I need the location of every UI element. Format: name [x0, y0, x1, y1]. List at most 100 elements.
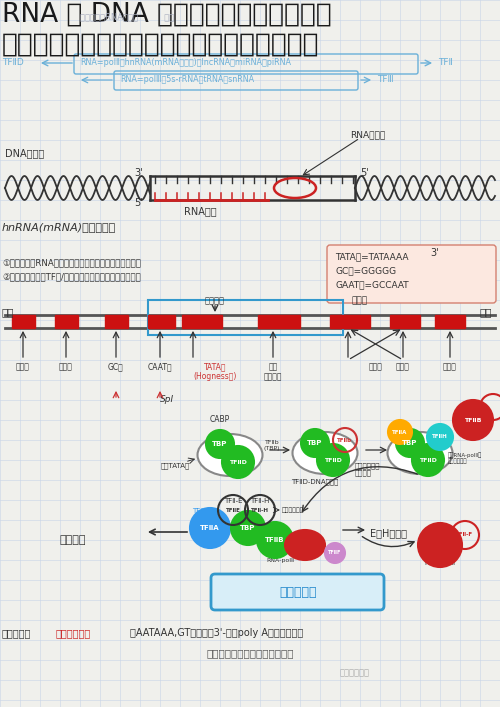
Circle shape	[396, 429, 424, 457]
Text: 闭合复合体: 闭合复合体	[279, 585, 317, 599]
Bar	[330, 315, 370, 328]
Text: TFⅡA: TFⅡA	[200, 525, 220, 531]
Text: TFⅡ: TFⅡ	[438, 58, 453, 67]
Text: TFⅡD: TFⅡD	[229, 460, 247, 464]
Text: 转录起点: 转录起点	[205, 296, 225, 305]
Circle shape	[257, 522, 293, 558]
Circle shape	[206, 430, 234, 458]
Text: E和H也加入: E和H也加入	[370, 528, 407, 538]
Text: CABP: CABP	[210, 415, 230, 424]
Text: TATA盒
(Hogness盒): TATA盒 (Hogness盒)	[194, 362, 236, 381]
Text: ②故靠转录因子（TF）/反式作用因子识别并结吆起始序列: ②故靠转录因子（TF）/反式作用因子识别并结吆起始序列	[2, 272, 141, 281]
Text: RNA-polⅡ: RNA-polⅡ	[266, 558, 294, 563]
Text: 沉默子: 沉默子	[59, 362, 73, 371]
Circle shape	[222, 446, 254, 478]
Text: RNA聚合酶: RNA聚合酶	[350, 130, 385, 139]
Text: 加载调节因子: 加载调节因子	[282, 507, 304, 513]
Text: 耦旋结构？有哪些方法可以促进或抑制这种配: 耦旋结构？有哪些方法可以促进或抑制这种配	[2, 32, 320, 58]
Ellipse shape	[198, 434, 262, 476]
Text: 增强子: 增强子	[16, 362, 30, 371]
Circle shape	[412, 444, 444, 476]
Bar	[182, 315, 222, 328]
Circle shape	[453, 400, 493, 440]
Circle shape	[388, 420, 412, 444]
Text: GC盒: GC盒	[108, 362, 124, 371]
Circle shape	[427, 424, 453, 450]
Bar	[105, 315, 128, 328]
Text: GC盒=GGGGG: GC盒=GGGGG	[335, 266, 396, 275]
Text: RNA=polⅡ：hnRNA(mRNA的前体)，lncRNA，miRNA，piRNA: RNA=polⅡ：hnRNA(mRNA的前体)，lncRNA，miRNA，piR…	[80, 58, 291, 67]
Text: TFⅡ-H: TFⅡ-H	[250, 498, 270, 504]
Bar	[435, 315, 465, 328]
Text: 合并终止子单
项结合面: 合并终止子单 项结合面	[355, 462, 380, 477]
Text: TFⅡF: TFⅡF	[328, 551, 342, 556]
Bar	[12, 315, 35, 328]
Text: 5': 5'	[360, 168, 369, 178]
Text: RNA-polⅡ: RNA-polⅡ	[424, 560, 456, 566]
Text: 3': 3'	[430, 248, 438, 258]
Text: 真核生物的RNA聚合酶          产物: 真核生物的RNA聚合酶 产物	[80, 12, 174, 21]
Text: TFⅡB: TFⅡB	[265, 537, 285, 543]
Bar	[258, 315, 300, 328]
Text: TFⅡD-DNA结合体: TFⅡD-DNA结合体	[292, 478, 339, 484]
Text: 识别TATA盒: 识别TATA盒	[160, 462, 190, 469]
Ellipse shape	[285, 530, 325, 560]
Bar	[148, 315, 175, 328]
Bar	[55, 315, 78, 328]
Text: TFⅡb: TFⅡb	[338, 438, 352, 443]
Text: 启动转录: 启动转录	[60, 535, 86, 545]
Circle shape	[325, 543, 345, 563]
Text: CAAT盒: CAAT盒	[148, 362, 172, 371]
Text: 启动子: 启动子	[352, 296, 368, 305]
Text: TFⅡH: TFⅡH	[432, 435, 448, 440]
Text: 增强子: 增强子	[443, 362, 457, 371]
Text: TFⅡD: TFⅡD	[419, 457, 437, 462]
Text: TBP: TBP	[402, 440, 417, 446]
Text: SpⅠ: SpⅠ	[160, 395, 174, 404]
Text: RNA 与 DNA 配对时，为什么会形成三: RNA 与 DNA 配对时，为什么会形成三	[2, 2, 332, 28]
Text: 外显子: 外显子	[369, 362, 383, 371]
Text: DNA双谓链: DNA双谓链	[5, 148, 44, 158]
FancyBboxPatch shape	[327, 245, 496, 303]
Text: TFⅢ: TFⅢ	[377, 75, 394, 84]
Text: ①真核生物的RNA聚合酶不直接识别和结合模板的起始区: ①真核生物的RNA聚合酶不直接识别和结合模板的起始区	[2, 258, 141, 267]
Text: TFⅡ-E: TFⅡ-E	[224, 498, 242, 504]
Text: TFⅡB: TFⅡB	[464, 418, 482, 423]
Text: TFⅡ-F: TFⅡ-F	[456, 532, 473, 537]
Ellipse shape	[292, 432, 358, 474]
Text: TFⅡ-H: TFⅡ-H	[251, 508, 269, 513]
Text: 识别启动信号: 识别启动信号	[56, 628, 91, 638]
Text: TFⅡA: TFⅡA	[192, 508, 208, 514]
Text: hnRNA(mRNA)转录为例子: hnRNA(mRNA)转录为例子	[2, 222, 116, 232]
Text: 内含子: 内含子	[396, 362, 410, 371]
Text: 上游: 上游	[2, 307, 14, 317]
Text: TFⅡD: TFⅡD	[2, 58, 24, 67]
Text: 识别RNA-polⅡ并
终止结合起始: 识别RNA-polⅡ并 终止结合起始	[448, 452, 482, 464]
Ellipse shape	[388, 432, 452, 474]
Text: 下游: 下游	[480, 307, 492, 317]
Text: 转录终止：: 转录终止：	[2, 628, 32, 638]
Bar	[390, 315, 420, 328]
Text: 数学笔记课堂: 数学笔记课堂	[340, 668, 370, 677]
Text: TATA盒=TATAAAA: TATA盒=TATAAAA	[335, 252, 408, 261]
Text: 刺达
启动子区: 刺达 启动子区	[264, 362, 282, 381]
Text: TFⅡE: TFⅡE	[226, 508, 240, 513]
Text: TBP: TBP	[240, 525, 256, 531]
Circle shape	[301, 429, 329, 457]
Text: RNA=polⅢ：5s-rRNA，tRNA，snRNA: RNA=polⅢ：5s-rRNA，tRNA，snRNA	[120, 75, 254, 84]
Circle shape	[190, 508, 230, 548]
Text: 下一章：染色质与基因转录调控: 下一章：染色质与基因转录调控	[206, 648, 294, 658]
Text: RNA转录: RNA转录	[184, 206, 216, 216]
Circle shape	[317, 444, 349, 476]
Text: TBP: TBP	[212, 441, 228, 447]
Text: TFⅡb
(TBP): TFⅡb (TBP)	[264, 440, 280, 451]
Text: TFⅡD: TFⅡD	[324, 457, 342, 462]
Text: （AATAAA,GT序列）和3'-端加poly A信号同时进行: （AATAAA,GT序列）和3'-端加poly A信号同时进行	[130, 628, 303, 638]
Text: 5': 5'	[134, 198, 143, 208]
Text: TFⅡA: TFⅡA	[392, 429, 407, 435]
Text: 3': 3'	[134, 168, 143, 178]
Text: TBP: TBP	[308, 440, 322, 446]
FancyBboxPatch shape	[211, 574, 384, 610]
Circle shape	[231, 511, 265, 545]
Circle shape	[418, 523, 462, 567]
